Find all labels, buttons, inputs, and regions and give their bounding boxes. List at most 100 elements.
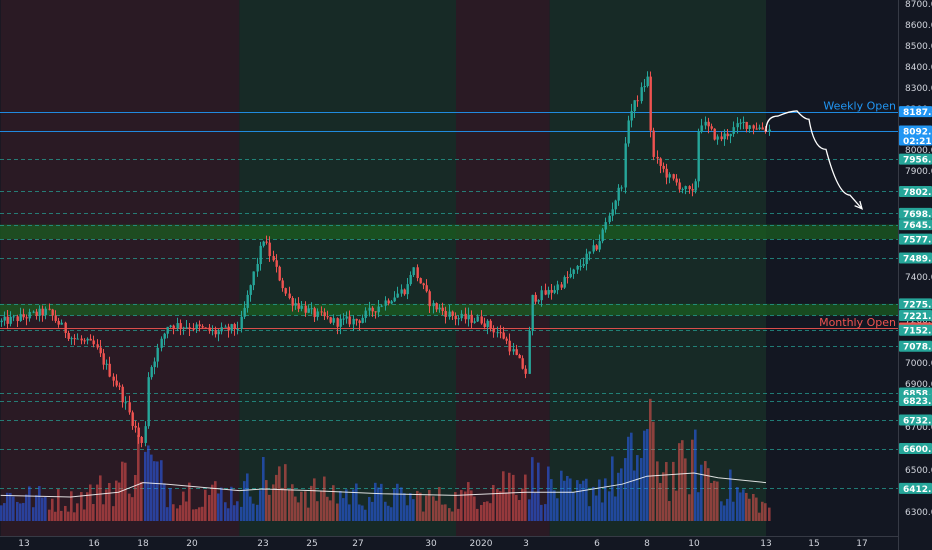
candle-body (361, 317, 364, 323)
price-level-badge-label: 7078.0 (903, 343, 932, 353)
volume-bar (204, 489, 207, 521)
candle-body (435, 303, 438, 310)
volume-bar (416, 490, 419, 521)
volume-bar (374, 482, 377, 521)
volume-bar (598, 479, 601, 521)
volume-bar (521, 488, 524, 521)
candle-body (566, 277, 569, 279)
volume-bar (294, 496, 297, 521)
volume-bar (208, 495, 211, 521)
volume-bar (118, 482, 121, 521)
candle-body (371, 307, 374, 312)
volume-bar (480, 505, 483, 521)
price-level-badge (899, 207, 932, 219)
candle-body (409, 275, 412, 285)
volume-bar (265, 480, 268, 521)
candle-body (32, 311, 35, 313)
candle-body (320, 311, 323, 313)
candle-body (496, 332, 499, 334)
volume-bar (249, 496, 252, 521)
volume-bar (227, 508, 230, 521)
volume-bar (588, 506, 591, 521)
volume-bar (153, 461, 156, 521)
price-level-badge-label: 7698.0 (903, 210, 932, 220)
candle-body (444, 311, 447, 317)
candle-body (713, 128, 716, 140)
candle-body (604, 222, 607, 230)
candle-body (307, 308, 310, 313)
price-level-badge-label: 7221.0 (903, 312, 932, 322)
volume-bar (464, 491, 467, 521)
volume-bar (649, 398, 652, 521)
candle-body (688, 186, 691, 190)
candle-body (601, 229, 604, 242)
volume-bar (700, 464, 703, 521)
volume-bar (691, 439, 694, 521)
volume-bar (515, 494, 518, 521)
volume-bar (566, 475, 569, 521)
price-tick-label: 7900.0 (905, 167, 932, 177)
candle-body (243, 307, 246, 317)
volume-bar (726, 498, 729, 521)
candle-body (233, 324, 236, 330)
candle-body (236, 328, 239, 330)
candle-body (358, 320, 361, 323)
candle-body (19, 314, 22, 322)
price-level-badge (899, 252, 932, 264)
volume-bar (163, 483, 166, 521)
candle-body (416, 267, 419, 279)
volume-bar (662, 472, 665, 521)
candle-body (147, 377, 150, 427)
volume-bar (569, 478, 572, 521)
volume-bar (627, 436, 630, 521)
price-axis[interactable]: 8700.08600.08500.08400.08300.08200.08000… (898, 0, 932, 550)
candle-body (137, 427, 140, 437)
volume-bar (716, 481, 719, 521)
price-level-badge-label: 8187.0 (903, 108, 932, 118)
volume-bar (92, 504, 95, 521)
support-zone (0, 224, 898, 240)
candle-body (278, 266, 281, 281)
candle-body (742, 121, 745, 123)
candlesticks (0, 71, 771, 448)
time-tick-label: 25 (306, 539, 317, 549)
candle-body (105, 363, 108, 365)
candle-body (153, 361, 156, 368)
volume-bar (195, 509, 198, 521)
candle-body (300, 305, 303, 309)
candle-body (44, 308, 47, 316)
candle-body (595, 245, 598, 250)
candle-body (9, 316, 12, 324)
volume-bar (166, 507, 169, 521)
candle-body (380, 305, 383, 307)
candle-body (464, 313, 467, 320)
projection-drawing[interactable] (765, 110, 863, 210)
volume-bar (259, 490, 262, 521)
volume-bar (684, 458, 687, 521)
candle-body (176, 323, 179, 329)
candle-body (528, 330, 531, 374)
candle-body (38, 308, 41, 316)
volume-bar (505, 492, 508, 521)
candle-body (252, 271, 255, 286)
candle-body (659, 158, 662, 166)
volume-bar (80, 492, 83, 521)
candle-body (412, 267, 415, 276)
time-axis[interactable]: 13 16 18 20 23 25 27 30 2020 3 6 8 10 13 15 17 (0, 536, 898, 550)
volume-bar (486, 501, 489, 521)
candle-body (582, 264, 585, 266)
volume-bar (121, 461, 124, 521)
volume-bar (508, 472, 511, 521)
background-region (239, 0, 456, 536)
price-tick-label: 7000.0 (905, 359, 932, 369)
volume-bar (499, 491, 502, 521)
volume-bar (585, 478, 588, 521)
candle-body (3, 316, 6, 321)
candle-body (534, 294, 537, 302)
volume-bar (307, 507, 310, 521)
price-level-badge (899, 233, 932, 245)
price-level-badge (899, 482, 932, 494)
price-level-badge (899, 125, 932, 146)
price-axis-background (898, 0, 932, 550)
